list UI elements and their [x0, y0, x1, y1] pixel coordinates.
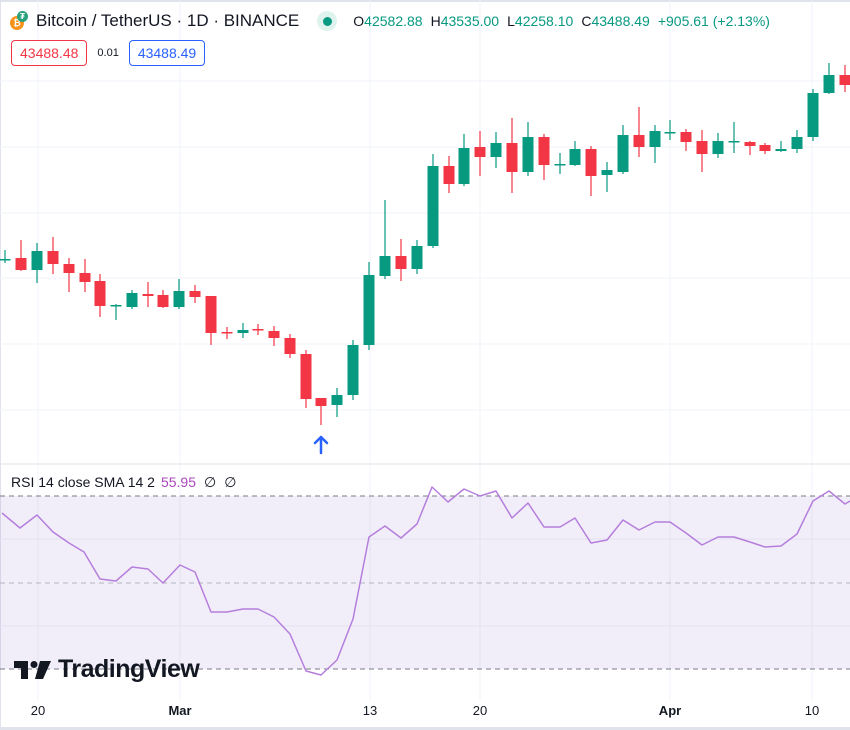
- open-value: 42582.88: [364, 13, 423, 29]
- change-value: +905.61 (+2.13%): [657, 13, 770, 29]
- candle[interactable]: [110, 304, 122, 320]
- candle[interactable]: [712, 133, 724, 158]
- candle[interactable]: [157, 290, 169, 308]
- rsi-grid: [0, 538, 850, 627]
- open-label: O: [353, 13, 365, 29]
- live-dot-icon: [317, 11, 338, 31]
- candlestick-series[interactable]: [0, 63, 850, 425]
- candle[interactable]: [0, 250, 11, 263]
- candle[interactable]: [601, 162, 613, 192]
- candle[interactable]: [63, 258, 75, 292]
- candle[interactable]: [411, 240, 423, 274]
- candle[interactable]: [696, 130, 708, 172]
- candle[interactable]: [474, 131, 486, 176]
- candle[interactable]: [490, 132, 502, 168]
- candle[interactable]: [15, 240, 27, 271]
- candle[interactable]: [680, 129, 692, 151]
- candle[interactable]: [331, 388, 343, 417]
- candle[interactable]: [142, 282, 154, 307]
- candle[interactable]: [252, 324, 264, 335]
- candle[interactable]: [221, 327, 233, 339]
- candle[interactable]: [94, 274, 106, 317]
- symbol-logo: ₿ ₮: [10, 11, 30, 31]
- candle[interactable]: [284, 334, 296, 358]
- candle[interactable]: [585, 146, 597, 196]
- candle[interactable]: [554, 153, 566, 174]
- sell-price-button[interactable]: 43488.48: [11, 40, 88, 66]
- candle[interactable]: [807, 89, 819, 141]
- candle[interactable]: [664, 120, 676, 140]
- time-axis-border: [0, 727, 850, 730]
- candle[interactable]: [379, 200, 391, 279]
- rsi-sma-value: ∅: [204, 474, 217, 490]
- tether-icon: ₮: [17, 11, 28, 22]
- rsi-title[interactable]: RSI 14 close SMA 14 2: [11, 474, 155, 490]
- candle[interactable]: [427, 154, 439, 248]
- candle[interactable]: [443, 156, 455, 193]
- candle[interactable]: [458, 134, 470, 186]
- candle[interactable]: [728, 122, 740, 153]
- candle[interactable]: [522, 122, 534, 176]
- candle[interactable]: [237, 323, 249, 338]
- tradingview-watermark[interactable]: TradingView: [14, 655, 200, 684]
- rsi-legend: RSI 14 close SMA 14 2 55.95 ∅ ∅: [11, 474, 236, 491]
- candle[interactable]: [31, 243, 43, 283]
- rsi-band-value: ∅: [224, 474, 237, 490]
- candle[interactable]: [47, 237, 59, 274]
- tradingview-logo-icon: [14, 660, 51, 679]
- candle[interactable]: [300, 350, 312, 408]
- candle[interactable]: [538, 134, 550, 180]
- candle[interactable]: [173, 279, 185, 309]
- rsi-value: 55.95: [160, 474, 197, 490]
- candle[interactable]: [617, 125, 629, 174]
- ohlc-values: O42582.88 H43535.00 L42258.10 C43488.49 …: [353, 13, 770, 29]
- time-axis-label: 20: [30, 703, 46, 718]
- candle[interactable]: [347, 340, 359, 400]
- arrow-up-icon[interactable]: [313, 435, 329, 455]
- rsi-line[interactable]: [1, 486, 850, 676]
- symbol-title[interactable]: Bitcoin / TetherUS · 1D · BINANCE: [36, 11, 300, 30]
- candle[interactable]: [268, 326, 280, 346]
- time-axis-label: 20: [472, 703, 488, 718]
- time-axis-label: Apr: [658, 703, 682, 718]
- watermark-text: TradingView: [58, 655, 200, 683]
- candle[interactable]: [126, 290, 138, 309]
- candle[interactable]: [569, 141, 581, 166]
- candle[interactable]: [823, 63, 835, 94]
- bid-ask-quote: 43488.48 0.01 43488.49: [11, 40, 206, 66]
- candle[interactable]: [189, 285, 201, 303]
- close-label: C: [581, 13, 592, 29]
- candle[interactable]: [744, 141, 756, 155]
- low-label: L: [507, 13, 515, 29]
- close-value: 43488.49: [591, 13, 650, 29]
- time-axis-label: Mar: [168, 703, 192, 718]
- time-axis-label: 13: [362, 703, 378, 718]
- candle[interactable]: [79, 259, 91, 292]
- candle[interactable]: [759, 143, 771, 154]
- high-value: 43535.00: [440, 13, 500, 29]
- candle[interactable]: [839, 65, 850, 92]
- candle[interactable]: [775, 141, 787, 152]
- candle[interactable]: [363, 262, 375, 350]
- candle[interactable]: [649, 125, 661, 163]
- candle[interactable]: [395, 239, 407, 281]
- candle[interactable]: [633, 107, 645, 157]
- buy-price-button[interactable]: 43488.49: [128, 40, 206, 66]
- low-value: 42258.10: [514, 13, 574, 29]
- chart-legend-header: ₿ ₮ Bitcoin / TetherUS · 1D · BINANCE O4…: [10, 10, 770, 32]
- candle[interactable]: [506, 118, 518, 193]
- spread-value: 0.01: [97, 47, 119, 59]
- candle[interactable]: [791, 130, 803, 153]
- time-axis-label: 10: [804, 703, 820, 718]
- high-label: H: [430, 13, 441, 29]
- candle[interactable]: [205, 296, 217, 345]
- candle[interactable]: [315, 398, 327, 425]
